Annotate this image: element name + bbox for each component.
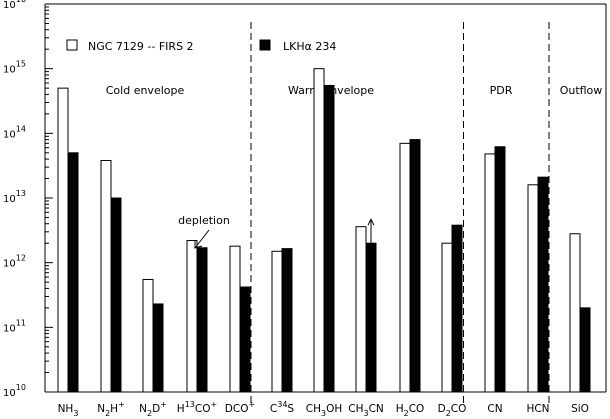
y-tick-label: 1012 bbox=[3, 254, 26, 270]
legend-label-lkha234: LKHα 234 bbox=[283, 40, 336, 53]
lower-limit-arrow-head bbox=[367, 218, 375, 226]
bar-lkha234-6 bbox=[323, 84, 335, 393]
bar-lkha234-5 bbox=[281, 248, 293, 393]
depletion-annotation: depletion bbox=[178, 214, 230, 227]
x-axis-labels: NH3 N2H+ N2D+ H13CO+ DCO+ C34S CH3OH CH3CN H2CO D… bbox=[58, 400, 589, 418]
depletion-arrow-head bbox=[194, 241, 203, 249]
bar-ngc7129-1 bbox=[100, 160, 112, 393]
y-tick-label: 1016 bbox=[3, 0, 26, 11]
legend: NGC 7129 -- FIRS 2 LKHα 234 bbox=[66, 39, 336, 53]
x-category-label: SiO bbox=[571, 403, 589, 415]
y-tick-label: 1014 bbox=[3, 124, 26, 140]
x-category-label: C34S bbox=[270, 400, 295, 415]
bar-ngc7129-6 bbox=[313, 68, 325, 393]
region-label: PDR bbox=[490, 84, 513, 97]
bars bbox=[57, 68, 591, 393]
x-category-label: H2CO bbox=[396, 403, 425, 418]
y-tick-label: 1010 bbox=[3, 383, 26, 399]
bar-lkha234-7 bbox=[365, 242, 377, 393]
bar-lkha234-10 bbox=[494, 146, 506, 393]
bar-ngc7129-2 bbox=[142, 278, 154, 393]
region-label: Outflow bbox=[560, 84, 603, 97]
x-category-label: NH3 bbox=[58, 403, 79, 418]
depletion-arrow-line bbox=[194, 229, 210, 249]
x-category-label: CH3CN bbox=[348, 403, 384, 418]
y-tick-label: 1015 bbox=[3, 60, 26, 76]
bar-ngc7129-4 bbox=[229, 245, 241, 393]
x-category-label: N2D+ bbox=[139, 400, 167, 418]
x-category-label: DCO+ bbox=[225, 400, 255, 415]
annotations: depletion bbox=[178, 214, 375, 249]
bar-ngc7129-8 bbox=[399, 142, 411, 393]
x-category-label: CH3OH bbox=[306, 403, 343, 418]
bar-lkha234-11 bbox=[537, 176, 549, 393]
region-label: Cold envelope bbox=[106, 84, 185, 97]
bar-lkha234-9 bbox=[451, 224, 463, 393]
bar-lkha234-1 bbox=[110, 197, 122, 393]
bar-lkha234-4 bbox=[239, 286, 251, 393]
y-axis-ticks: 1010 1011 1012 1013 1014 1015 1016 bbox=[3, 0, 53, 399]
bar-lkha234-0 bbox=[67, 152, 79, 393]
legend-swatch-ngc7129 bbox=[66, 39, 78, 51]
bar-lkha234-8 bbox=[409, 139, 421, 393]
y-tick-label: 1013 bbox=[3, 189, 26, 205]
bar-ngc7129-12 bbox=[569, 233, 581, 393]
x-category-label: CN bbox=[487, 403, 502, 415]
legend-label-ngc7129: NGC 7129 -- FIRS 2 bbox=[88, 40, 194, 53]
bar-ngc7129-7 bbox=[355, 226, 367, 393]
y-tick-label: 1011 bbox=[3, 318, 26, 334]
bar-ngc7129-3 bbox=[186, 240, 198, 393]
region-labels: Cold envelope Warm envelope PDR Outflow bbox=[106, 84, 603, 97]
bar-lkha234-3 bbox=[196, 247, 208, 393]
x-category-label: D2CO bbox=[438, 403, 467, 418]
x-category-label: N2H+ bbox=[97, 400, 125, 418]
bar-lkha234-2 bbox=[152, 303, 164, 393]
legend-swatch-lkha234 bbox=[259, 39, 271, 51]
bar-ngc7129-0 bbox=[57, 87, 69, 393]
bar-ngc7129-9 bbox=[441, 242, 453, 393]
bar-ngc7129-10 bbox=[484, 153, 496, 393]
bar-ngc7129-5 bbox=[271, 250, 283, 393]
region-separators bbox=[250, 22, 550, 406]
x-category-label: H13CO+ bbox=[177, 400, 217, 415]
bar-ngc7129-11 bbox=[527, 184, 539, 393]
x-category-label: HCN bbox=[526, 403, 549, 415]
bar-lkha234-12 bbox=[579, 307, 591, 393]
